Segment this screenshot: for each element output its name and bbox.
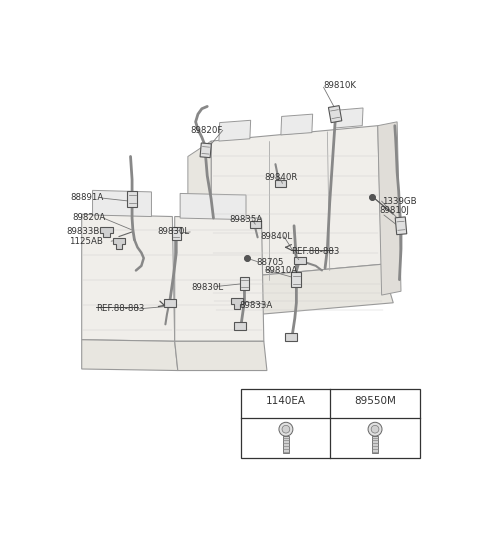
Polygon shape <box>175 217 264 341</box>
Text: 89833A: 89833A <box>240 301 273 310</box>
Bar <box>164 299 176 307</box>
Bar <box>283 436 288 453</box>
Text: 89835A: 89835A <box>229 215 262 224</box>
Polygon shape <box>230 298 243 309</box>
Text: 89840L: 89840L <box>260 232 292 241</box>
Bar <box>372 436 378 453</box>
Polygon shape <box>113 238 125 249</box>
Text: 89833B: 89833B <box>66 226 99 235</box>
Polygon shape <box>82 214 175 341</box>
Polygon shape <box>335 108 363 128</box>
Bar <box>250 221 261 227</box>
Text: 89810J: 89810J <box>379 206 409 215</box>
Text: REF.88-883: REF.88-883 <box>291 247 339 256</box>
Bar <box>395 217 407 234</box>
Polygon shape <box>175 341 267 371</box>
Text: 1125AB: 1125AB <box>69 237 103 246</box>
Circle shape <box>371 426 379 433</box>
Polygon shape <box>281 114 312 135</box>
Text: 89810A: 89810A <box>264 266 298 275</box>
Circle shape <box>279 422 293 436</box>
Polygon shape <box>211 125 382 280</box>
Circle shape <box>282 426 290 433</box>
Polygon shape <box>100 226 113 237</box>
Polygon shape <box>219 120 251 141</box>
Text: 1339GB: 1339GB <box>382 197 416 206</box>
Bar <box>276 180 286 187</box>
Circle shape <box>368 422 382 436</box>
Bar <box>291 272 301 287</box>
Text: 88891A: 88891A <box>71 193 104 202</box>
Bar <box>240 277 249 290</box>
Text: 89830L: 89830L <box>157 227 190 237</box>
Bar <box>234 322 246 329</box>
Polygon shape <box>378 122 401 295</box>
Polygon shape <box>211 264 393 318</box>
Bar <box>285 333 297 341</box>
Bar <box>127 191 137 207</box>
Text: 89830L: 89830L <box>192 283 224 292</box>
Text: 89810K: 89810K <box>324 81 357 90</box>
Polygon shape <box>180 193 246 219</box>
Polygon shape <box>82 340 178 371</box>
Bar <box>328 106 342 123</box>
Polygon shape <box>188 141 211 295</box>
Bar <box>200 143 211 158</box>
Text: 89550M: 89550M <box>354 396 396 406</box>
Text: 88705: 88705 <box>257 258 284 267</box>
Bar <box>241 389 420 458</box>
Polygon shape <box>93 190 152 217</box>
Text: 1140EA: 1140EA <box>266 396 306 406</box>
Text: 89840R: 89840R <box>264 174 298 183</box>
Bar <box>294 256 306 264</box>
Text: 89820F: 89820F <box>190 125 223 135</box>
Bar <box>172 226 181 240</box>
Text: REF.88-883: REF.88-883 <box>96 304 144 313</box>
Text: 89820A: 89820A <box>72 214 106 223</box>
